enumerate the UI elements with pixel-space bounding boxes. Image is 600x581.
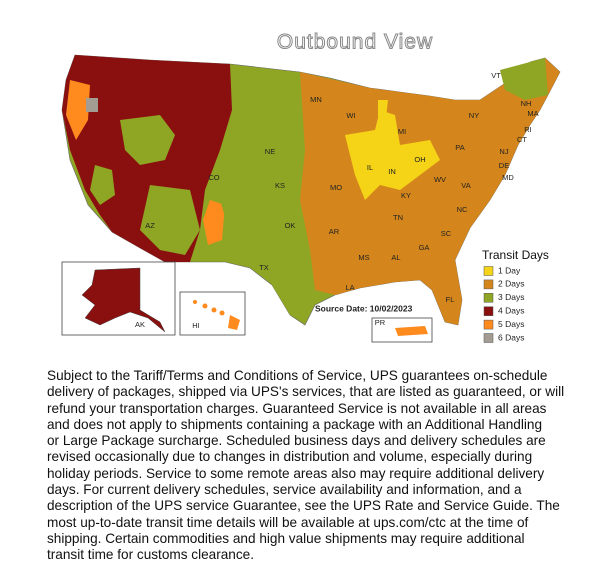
state-label: VT (491, 71, 501, 80)
state-label: OK (285, 221, 296, 230)
legend-swatch (483, 279, 494, 290)
state-label: DE (499, 161, 509, 170)
state-label: NC (457, 205, 468, 214)
disclaimer-line: revised occasionally due to changes in d… (47, 449, 533, 465)
state-label: MI (398, 127, 406, 136)
state-label: OH (414, 155, 425, 164)
state-label: PA (455, 143, 464, 152)
state-label: AL (391, 253, 400, 262)
legend-label: 2 Days (498, 279, 524, 289)
disclaimer-line: shipping. Certain commodities and high v… (47, 530, 525, 546)
disclaimer: Subject to the Tariff/Terms and Conditio… (47, 368, 564, 564)
state-label: NY (469, 111, 479, 120)
state-label: PR (375, 318, 386, 327)
disclaimer-line: Subject to the Tariff/Terms and Conditio… (47, 368, 548, 383)
contiguous-us (61, 54, 561, 326)
state-label: TN (393, 213, 403, 222)
disclaimer-line: transit time for customs clearance. (47, 547, 254, 563)
state-label: HI (192, 321, 200, 330)
transit-map: Outbound View Source Date: 10/02/2023 Tr… (61, 30, 561, 343)
disclaimer-line: or Large Package surcharge. Scheduled bu… (47, 433, 546, 449)
state-label: FL (446, 295, 455, 304)
disclaimer-line: refund your transportation charges. Guar… (47, 400, 547, 416)
state-label: MN (310, 95, 322, 104)
legend-swatch (483, 266, 494, 276)
state-label: CT (517, 135, 527, 144)
legend-label: 6 Days (498, 332, 524, 342)
state-label: AR (329, 227, 340, 236)
legend-label: 3 Days (498, 292, 524, 302)
state-label: MD (502, 173, 514, 182)
state-label: GA (419, 243, 430, 252)
legend-label: 4 Days (498, 305, 524, 315)
disclaimer-line: delivery of packages, shipped via UPS's … (47, 384, 565, 400)
state-label: RI (524, 125, 532, 134)
puerto-rico-inset (371, 317, 433, 343)
disclaimer-line: description of the UPS service Guarantee… (47, 498, 560, 514)
legend-swatch (483, 333, 494, 343)
hawaii-inset (179, 291, 246, 336)
state-label: LA (345, 283, 354, 292)
legend-label: 5 Days (498, 319, 524, 329)
state-label: WI (346, 111, 355, 120)
state-label: NJ (499, 147, 508, 156)
state-label: AK (135, 320, 145, 329)
disclaimer-line: most up-to-date transit time details wil… (47, 514, 529, 530)
disclaimer-line: days. For current delivery schedules, se… (47, 482, 522, 498)
legend-label: 1 Day (498, 265, 521, 275)
state-label: IN (388, 167, 396, 176)
source-date: Source Date: 10/02/2023 (315, 303, 413, 313)
state-label: WV (434, 175, 446, 184)
legend-title: Transit Days (482, 248, 549, 262)
state-label: VA (461, 181, 470, 190)
state-label: NH (521, 99, 532, 108)
legend-swatch (483, 319, 494, 330)
legend-swatch (483, 306, 494, 316)
state-label: MA (527, 109, 538, 118)
state-label: TX (259, 263, 269, 272)
state-label: AZ (145, 221, 155, 230)
state-label: KS (275, 181, 285, 190)
state-label: SC (441, 229, 452, 238)
state-label: CO (208, 173, 219, 182)
legend-swatch (483, 293, 494, 303)
state-label: MO (330, 183, 342, 192)
state-label: IL (367, 163, 373, 172)
state-label: KY (401, 191, 411, 200)
disclaimer-line: holiday periods. Service to some remote … (47, 465, 545, 481)
alaska-inset (61, 261, 176, 336)
disclaimer-line: and does not apply to shipments containi… (47, 416, 543, 432)
state-label: MS (358, 253, 369, 262)
map-title: Outbound View (277, 31, 433, 54)
state-label: NE (265, 147, 275, 156)
